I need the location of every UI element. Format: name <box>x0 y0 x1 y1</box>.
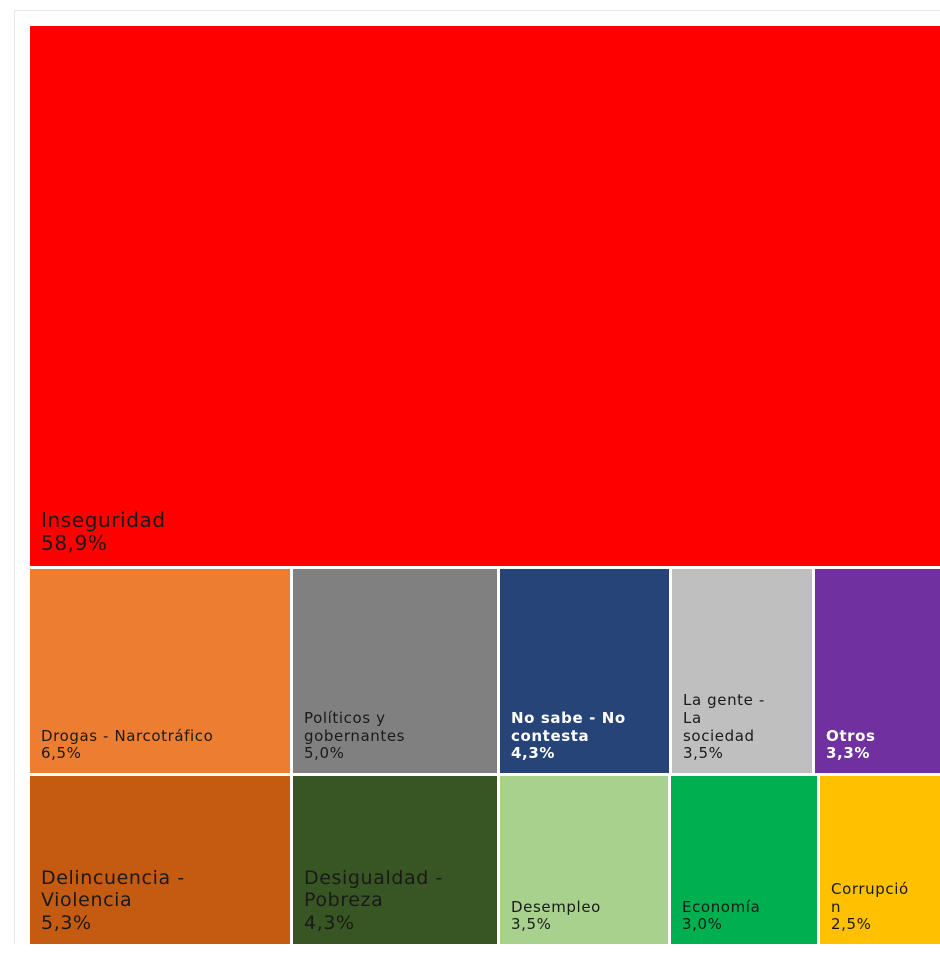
treemap-tile: La gente - La sociedad 3,5% <box>672 569 812 773</box>
tile-category-name: Inseguridad <box>41 507 166 532</box>
chart-frame-left <box>14 10 15 944</box>
tile-label: Inseguridad 58,9% <box>41 507 936 556</box>
tile-percentage: 3,3% <box>826 744 871 763</box>
tile-percentage: 58,9% <box>41 531 108 556</box>
tile-label: Delincuencia - Violencia 5,3% <box>41 867 286 934</box>
tile-label: La gente - La sociedad 3,5% <box>683 691 808 763</box>
tile-category-name: No sabe - No contesta <box>511 708 626 745</box>
tile-category-name: Economía <box>682 897 761 916</box>
tile-category-name: Drogas - Narcotráfico <box>41 726 214 745</box>
tile-category-name: Corrupció n <box>831 879 909 916</box>
tile-category-name: La gente - La sociedad <box>683 691 765 745</box>
tile-category-name: Desigualdad - Pobreza <box>304 866 443 912</box>
treemap-tile: Desigualdad - Pobreza 4,3% <box>293 776 497 944</box>
tile-percentage: 6,5% <box>41 744 82 763</box>
treemap-tile: Desempleo 3,5% <box>500 776 668 944</box>
tile-category-name: Delincuencia - Violencia <box>41 866 185 912</box>
tile-percentage: 3,5% <box>683 744 724 763</box>
tile-percentage: 4,3% <box>304 911 355 934</box>
tile-label: Drogas - Narcotráfico 6,5% <box>41 726 286 763</box>
chart-frame-top <box>14 10 940 11</box>
treemap-tile: Políticos y gobernantes 5,0% <box>293 569 497 773</box>
tile-percentage: 5,3% <box>41 911 92 934</box>
treemap-tile: Inseguridad 58,9% <box>30 26 940 566</box>
tile-label: Corrupció n 2,5% <box>831 879 936 934</box>
tile-label: Economía 3,0% <box>682 897 813 934</box>
tile-percentage: 3,5% <box>511 915 552 934</box>
tile-label: Políticos y gobernantes 5,0% <box>304 708 493 763</box>
treemap-tile: Drogas - Narcotráfico 6,5% <box>30 569 290 773</box>
tile-category-name: Otros <box>826 726 876 745</box>
treemap-tile: Economía 3,0% <box>671 776 817 944</box>
tile-percentage: 4,3% <box>511 744 556 763</box>
tile-label: No sabe - No contesta 4,3% <box>511 708 665 763</box>
treemap-tile: No sabe - No contesta 4,3% <box>500 569 669 773</box>
tile-percentage: 3,0% <box>682 915 723 934</box>
tile-label: Desigualdad - Pobreza 4,3% <box>304 867 493 934</box>
tile-label: Otros 3,3% <box>826 726 936 763</box>
tile-category-name: Desempleo <box>511 897 601 916</box>
treemap-tile: Corrupció n 2,5% <box>820 776 940 944</box>
treemap-tile: Delincuencia - Violencia 5,3% <box>30 776 290 944</box>
tile-percentage: 2,5% <box>831 915 872 934</box>
tile-category-name: Políticos y gobernantes <box>304 708 406 745</box>
treemap-tile: Otros 3,3% <box>815 569 940 773</box>
tile-label: Desempleo 3,5% <box>511 897 664 934</box>
tile-percentage: 5,0% <box>304 744 345 763</box>
